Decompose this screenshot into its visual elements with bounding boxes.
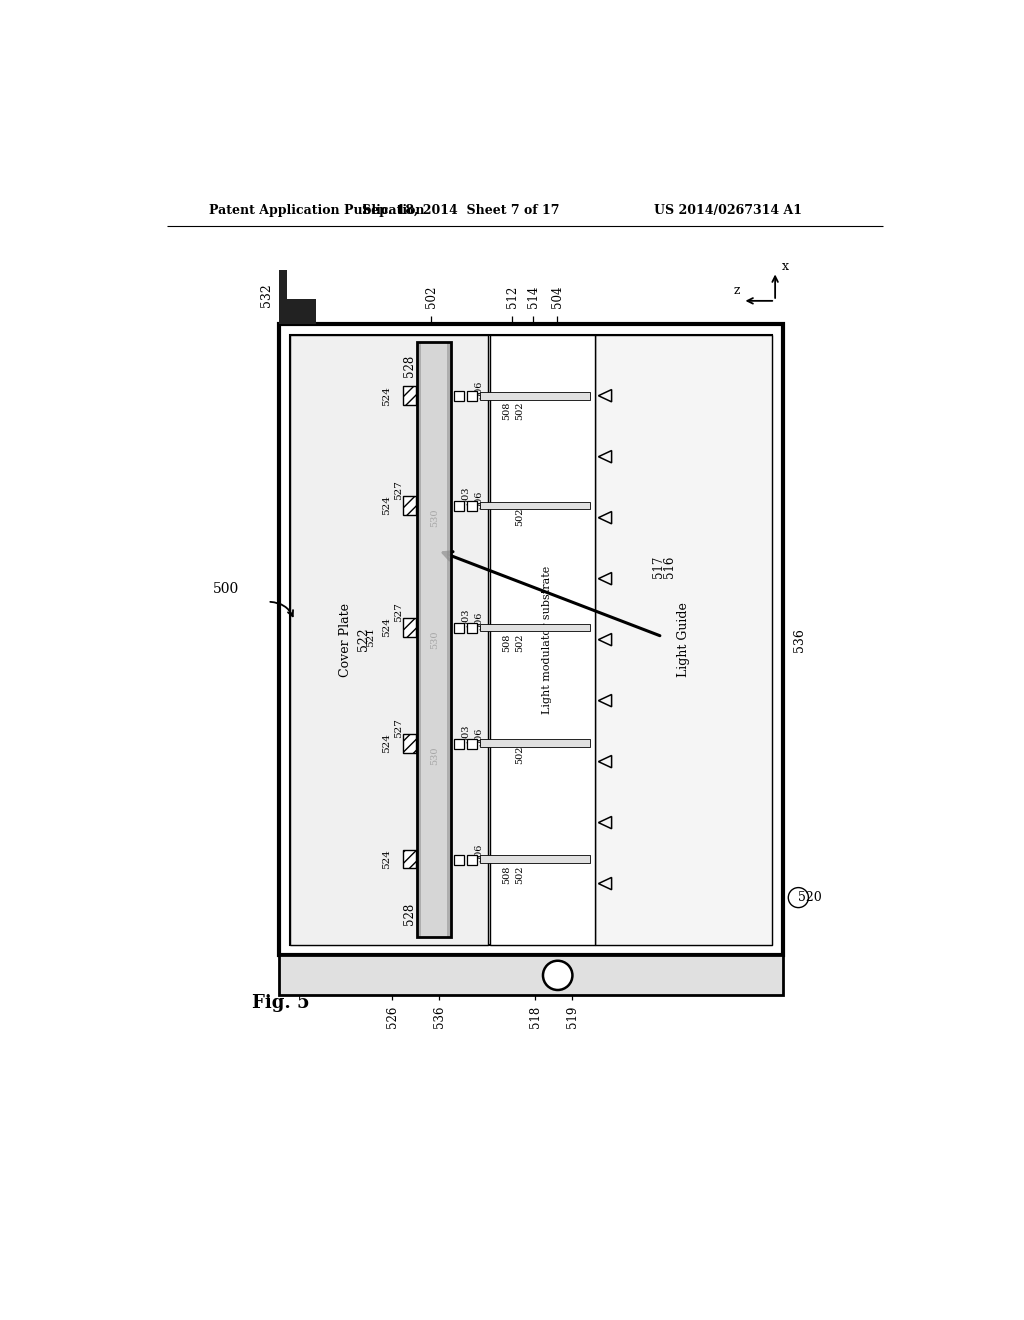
Bar xyxy=(454,854,464,865)
Bar xyxy=(417,342,452,937)
Circle shape xyxy=(543,961,572,990)
Bar xyxy=(480,623,590,631)
Text: 527: 527 xyxy=(394,718,403,738)
Bar xyxy=(467,500,477,511)
Text: 506: 506 xyxy=(474,843,483,862)
Text: Fig. 5: Fig. 5 xyxy=(252,994,309,1012)
Text: 502: 502 xyxy=(515,508,524,527)
Text: Patent Application Publication: Patent Application Publication xyxy=(209,205,425,218)
Bar xyxy=(467,739,477,748)
Text: 502: 502 xyxy=(425,286,437,308)
Bar xyxy=(447,342,452,937)
Text: 530: 530 xyxy=(430,746,439,764)
Text: 508: 508 xyxy=(503,634,511,652)
Bar xyxy=(480,739,590,747)
Text: 503: 503 xyxy=(461,725,470,743)
Bar xyxy=(454,739,464,748)
Text: z: z xyxy=(733,284,739,297)
Text: 512: 512 xyxy=(506,286,519,308)
Text: 500: 500 xyxy=(213,582,239,597)
Text: 506: 506 xyxy=(474,612,483,631)
Bar xyxy=(467,623,477,632)
Text: 521: 521 xyxy=(367,627,375,647)
Text: 526: 526 xyxy=(386,1006,399,1028)
Text: 506: 506 xyxy=(474,490,483,508)
Bar xyxy=(467,391,477,401)
Text: 505: 505 xyxy=(408,496,417,515)
Bar xyxy=(403,618,416,636)
Text: 522: 522 xyxy=(357,628,371,652)
Text: 508: 508 xyxy=(503,401,511,420)
Bar xyxy=(489,335,595,945)
Text: 505: 505 xyxy=(408,387,417,405)
Text: 514: 514 xyxy=(526,286,540,308)
Text: 506: 506 xyxy=(474,727,483,746)
Bar xyxy=(403,496,416,515)
Text: 527: 527 xyxy=(394,602,403,622)
Text: 524: 524 xyxy=(382,385,391,405)
Text: 527: 527 xyxy=(394,480,403,500)
Text: 503: 503 xyxy=(461,487,470,506)
Bar xyxy=(290,335,772,945)
Text: 506: 506 xyxy=(474,380,483,399)
Bar xyxy=(480,392,590,400)
Text: Light Guide: Light Guide xyxy=(677,602,690,677)
Text: 504: 504 xyxy=(551,285,564,309)
Bar xyxy=(480,855,590,863)
Text: 505: 505 xyxy=(408,734,417,752)
Text: Sep. 18, 2014  Sheet 7 of 17: Sep. 18, 2014 Sheet 7 of 17 xyxy=(362,205,560,218)
Text: Light modulator substrate: Light modulator substrate xyxy=(543,565,553,714)
Bar xyxy=(454,391,464,401)
Text: 518: 518 xyxy=(528,1006,542,1028)
Bar xyxy=(290,335,487,945)
Bar xyxy=(280,323,783,956)
Text: 528: 528 xyxy=(402,903,416,925)
Bar xyxy=(417,342,421,937)
Text: 519: 519 xyxy=(566,1006,579,1028)
Text: US 2014/0267314 A1: US 2014/0267314 A1 xyxy=(654,205,802,218)
Text: 520: 520 xyxy=(798,891,822,904)
Text: Cover Plate: Cover Plate xyxy=(339,603,352,677)
Text: 530: 530 xyxy=(430,631,439,649)
Text: 502: 502 xyxy=(515,401,524,420)
Bar xyxy=(280,300,316,323)
Text: x: x xyxy=(781,260,788,273)
Text: 516: 516 xyxy=(664,556,676,578)
Bar xyxy=(417,342,452,937)
Text: 517: 517 xyxy=(652,556,666,578)
Bar xyxy=(480,502,590,510)
Text: 524: 524 xyxy=(382,495,391,515)
Text: 524: 524 xyxy=(382,618,391,638)
Bar xyxy=(403,734,416,752)
Bar xyxy=(467,854,477,865)
Text: 528: 528 xyxy=(402,354,416,376)
Text: 530: 530 xyxy=(430,508,439,527)
Text: 536: 536 xyxy=(794,628,807,652)
Bar xyxy=(454,500,464,511)
Bar xyxy=(280,956,783,995)
Bar xyxy=(595,335,772,945)
Bar xyxy=(280,271,287,323)
Bar xyxy=(403,387,416,405)
Text: 524: 524 xyxy=(382,734,391,754)
Text: 502: 502 xyxy=(515,866,524,884)
Text: 508: 508 xyxy=(503,866,511,884)
Text: 505: 505 xyxy=(408,850,417,869)
Text: 502: 502 xyxy=(515,634,524,652)
Bar xyxy=(403,850,416,869)
Text: 503: 503 xyxy=(461,609,470,627)
Text: 502: 502 xyxy=(515,746,524,764)
Text: 536: 536 xyxy=(433,1006,445,1028)
Text: 532: 532 xyxy=(260,282,273,306)
Text: 524: 524 xyxy=(382,849,391,869)
Bar xyxy=(454,623,464,632)
Text: 505: 505 xyxy=(408,618,417,636)
